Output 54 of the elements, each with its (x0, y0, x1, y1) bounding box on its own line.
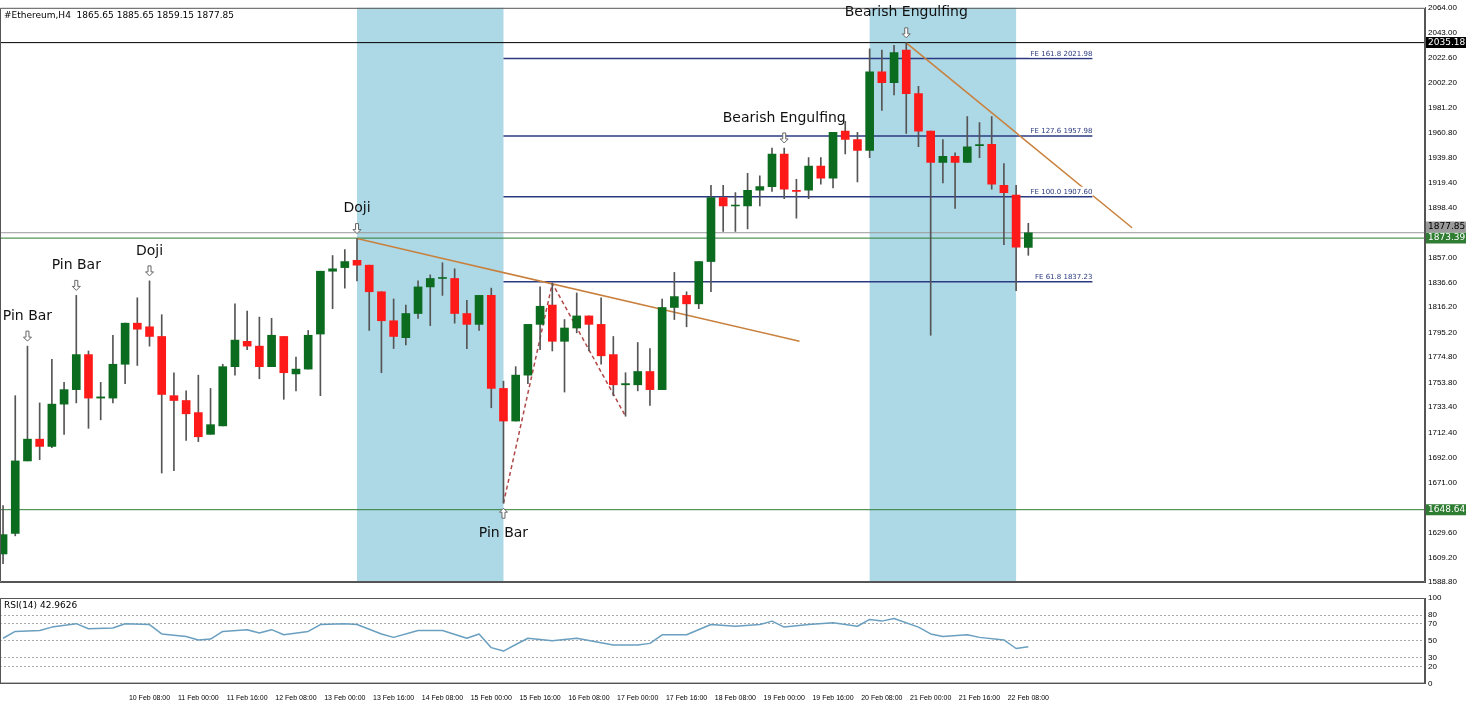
candlestick (169, 372, 179, 471)
y-tick-label: 1857.00 (1428, 253, 1458, 263)
candlestick (938, 139, 948, 184)
candlestick (999, 163, 1009, 245)
y-tick-label: 1774.80 (1428, 352, 1458, 362)
candlestick (352, 238, 362, 282)
y-tick-label: 1629.60 (1428, 527, 1458, 537)
ref-line-label: 1873.39 (1428, 232, 1466, 243)
candlestick (462, 299, 472, 349)
annotation: Doji (135, 241, 164, 258)
candlestick (755, 175, 765, 207)
y-tick-label: 2064.00 (1428, 3, 1458, 12)
ref-line-label: 2035.18 (1428, 36, 1466, 47)
y-tick-label: 0 (1428, 678, 1433, 688)
annotation: Doji (343, 199, 371, 216)
candlestick (926, 130, 936, 336)
y-tick-label: 1919.40 (1428, 177, 1458, 187)
annotation: Pin Bar (51, 256, 102, 273)
y-tick-label: 1692.00 (1428, 452, 1458, 462)
y-tick-label: 30 (1428, 653, 1438, 663)
annotation: Bearish Engulfing (722, 108, 846, 125)
ref-line-label: 1877.85 (1428, 221, 1466, 232)
y-tick-label: 1816.20 (1428, 302, 1458, 312)
y-tick-label: 20 (1428, 661, 1438, 671)
y-tick-label: 1588.80 (1428, 577, 1458, 587)
chart-title: RSI(14) 42.9626 (4, 599, 78, 610)
y-tick-label: 1939.80 (1428, 153, 1458, 163)
y-tick-label: 1733.40 (1428, 402, 1458, 412)
y-tick-label: 1795.20 (1428, 327, 1458, 337)
y-tick-label: 1898.40 (1428, 203, 1458, 213)
y-tick-label: 2022.60 (1428, 53, 1458, 63)
candlestick (718, 185, 728, 232)
ref-line-label: 1648.64 (1428, 504, 1466, 515)
y-tick-label: 1712.40 (1428, 427, 1458, 437)
y-tick-label: 100 (1428, 593, 1442, 603)
y-tick-label: 2002.20 (1428, 77, 1458, 87)
y-tick-label: 1609.20 (1428, 552, 1458, 562)
candlestick (132, 297, 142, 366)
candlestick (425, 274, 435, 326)
y-tick-label: 1836.60 (1428, 277, 1458, 287)
annotation: Pin Bar (2, 306, 53, 323)
y-tick-label: 1671.00 (1428, 477, 1458, 487)
candlestick (950, 152, 960, 209)
y-tick-label: 2043.00 (1428, 28, 1458, 38)
annotation: Bearish Engulfing (844, 3, 968, 20)
y-tick-label: 1753.80 (1428, 377, 1458, 387)
y-tick-label: 80 (1428, 610, 1438, 620)
candlestick (340, 249, 350, 289)
chart-title: #Ethereum,H4 1865.65 1885.65 1859.15 1877.85 (4, 9, 235, 20)
y-tick-label: 50 (1428, 636, 1438, 645)
annotation: Pin Bar (478, 523, 529, 540)
y-tick-label: 70 (1428, 618, 1438, 628)
y-tick-label: 1960.80 (1428, 127, 1458, 137)
y-tick-label: 1981.20 (1428, 103, 1458, 113)
